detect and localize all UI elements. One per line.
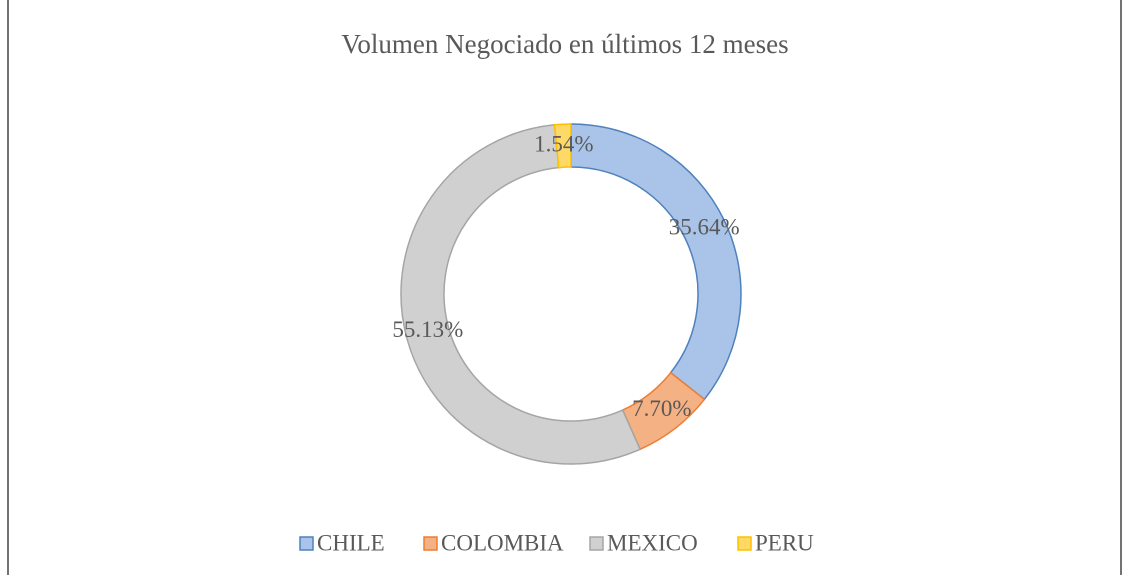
data-label: 7.70% xyxy=(632,396,691,421)
chart-border xyxy=(7,0,1122,575)
legend-swatch xyxy=(589,536,604,551)
legend-label: MEXICO xyxy=(607,530,698,555)
legend-label: PERU xyxy=(755,530,814,555)
legend-label: CHILE xyxy=(317,530,385,555)
data-label: 55.13% xyxy=(392,317,463,342)
legend-swatch xyxy=(299,536,314,551)
donut-segment xyxy=(553,123,572,169)
donut-segment xyxy=(570,123,742,401)
data-label: 1.54% xyxy=(534,131,593,156)
legend-swatch xyxy=(737,536,752,551)
data-label: 35.64% xyxy=(669,215,740,240)
chart-title: Volumen Negociado en últimos 12 meses xyxy=(341,29,788,59)
legend-label: COLOMBIA xyxy=(441,530,564,555)
donut-segment xyxy=(400,123,642,465)
legend-swatch xyxy=(423,536,438,551)
